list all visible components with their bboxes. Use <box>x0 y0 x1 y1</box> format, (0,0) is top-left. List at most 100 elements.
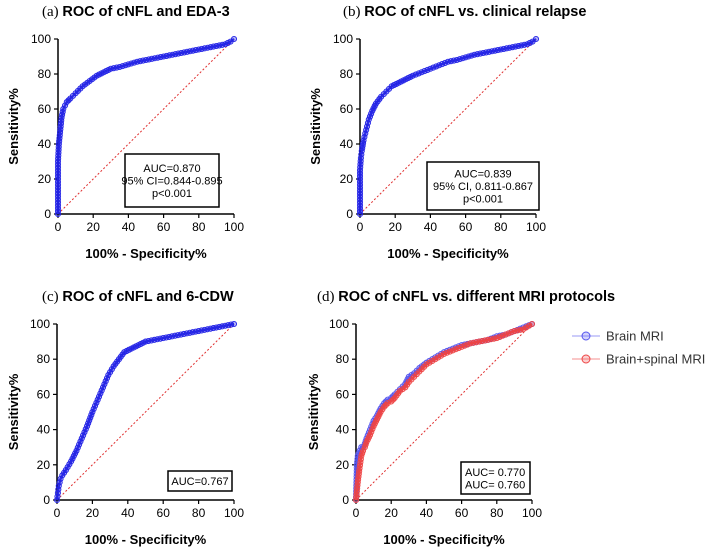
x-tick-label: 80 <box>494 220 508 234</box>
annotation-frame <box>167 470 233 492</box>
data-point <box>526 322 533 329</box>
annotation-line: 95% CI=0.844-0.895 <box>121 176 222 188</box>
series-cnfl <box>54 35 238 218</box>
data-point <box>438 352 445 359</box>
annotation-frame <box>426 161 540 211</box>
data-point <box>90 405 97 412</box>
y-axis-label: Sensitivity% <box>308 88 323 165</box>
x-axis-label: 100% - Specificity% <box>85 532 207 547</box>
legend-label: Brain MRI <box>606 329 664 344</box>
data-point <box>81 429 88 436</box>
x-axis-label: 100% - Specificity% <box>383 532 505 547</box>
data-point <box>80 432 87 439</box>
y-tick-label: 0 <box>346 207 353 221</box>
annotation-line: p<0.001 <box>463 194 503 206</box>
reference-diagonal <box>56 323 235 501</box>
data-point <box>520 326 527 333</box>
y-tick-label: 0 <box>43 493 50 507</box>
x-tick-label: 100 <box>526 220 546 234</box>
legend-label: Brain+spinal MRI <box>606 352 705 367</box>
panel-title: (b) ROC of cNFL vs. clinical relapse <box>343 4 586 20</box>
x-tick-label: 60 <box>455 506 469 520</box>
y-tick-label: 60 <box>340 102 354 116</box>
annotation-line: AUC=0.870 <box>143 163 200 175</box>
x-tick-label: 40 <box>420 506 434 520</box>
data-point <box>98 387 105 394</box>
data-point <box>77 438 84 445</box>
x-axis-label: 100% - Specificity% <box>387 246 509 261</box>
reference-diagonal <box>57 38 235 215</box>
legend-marker <box>581 331 591 341</box>
annotation-line: 95% CI, 0.811-0.867 <box>433 181 533 193</box>
y-axis-label: Sensitivity% <box>6 88 21 165</box>
y-tick-label: 0 <box>44 207 51 221</box>
data-point <box>523 324 530 331</box>
y-tick-label: 40 <box>37 423 51 437</box>
legend-item: Brain+spinal MRI <box>572 352 705 367</box>
x-tick-label: 0 <box>54 506 61 520</box>
data-point <box>76 441 83 448</box>
panel-title-prefix: (a) <box>42 4 62 20</box>
panel-title-prefix: (b) <box>343 4 364 20</box>
data-point <box>230 35 238 43</box>
x-tick-label: 20 <box>389 220 403 234</box>
x-tick-label: 100 <box>224 506 244 520</box>
y-tick-label: 20 <box>340 172 354 186</box>
y-tick-label: 40 <box>38 137 52 151</box>
data-point <box>97 390 104 397</box>
y-tick-label: 80 <box>340 67 354 81</box>
x-tick-label: 60 <box>157 506 171 520</box>
panel-title-prefix: (d) <box>317 289 338 305</box>
annotation-line: p<0.001 <box>152 188 192 200</box>
data-point <box>99 384 107 391</box>
panel-a: (a) ROC of cNFL and EDA-3 0 20 40 60 80 100 0 20… <box>6 4 244 261</box>
reference-diagonal <box>359 38 537 215</box>
y-tick-label: 60 <box>37 387 51 401</box>
series-brain-spinal-mri <box>352 320 536 504</box>
data-point <box>78 435 85 442</box>
panel-title: (a) ROC of cNFL and EDA-3 <box>42 4 230 20</box>
y-tick-label: 40 <box>340 137 354 151</box>
data-point <box>102 378 109 385</box>
panel-title: (c) ROC of cNFL and 6-CDW <box>42 289 234 305</box>
panel-title-text: ROC of cNFL vs. clinical relapse <box>364 4 586 20</box>
y-axis-label: Sensitivity% <box>306 373 321 450</box>
annotation-line: AUC=0.839 <box>454 169 511 181</box>
x-tick-label: 40 <box>121 506 135 520</box>
y-tick-label: 100 <box>333 32 353 46</box>
y-tick-label: 0 <box>342 493 349 507</box>
panel-b: (b) ROC of cNFL vs. clinical relapse 0 20 4… <box>308 4 586 261</box>
x-tick-label: 80 <box>192 506 206 520</box>
x-tick-label: 20 <box>86 506 100 520</box>
y-tick-label: 40 <box>336 423 350 437</box>
data-point <box>82 426 89 433</box>
data-point <box>89 408 96 416</box>
x-tick-label: 60 <box>459 220 473 234</box>
y-tick-label: 20 <box>38 172 52 186</box>
roc-curve-line <box>55 322 235 501</box>
series-cnfl <box>53 320 238 504</box>
x-tick-label: 0 <box>55 220 62 234</box>
y-tick-label: 80 <box>38 67 52 81</box>
x-tick-label: 0 <box>357 220 364 234</box>
panel-title-text: ROC of cNFL and EDA-3 <box>62 4 229 20</box>
y-tick-label: 80 <box>336 352 350 366</box>
data-point <box>73 447 80 454</box>
y-tick-label: 100 <box>31 32 51 46</box>
series-cnfl <box>356 35 540 218</box>
x-axis-label: 100% - Specificity% <box>85 246 207 261</box>
legend-item: Brain MRI <box>572 329 664 344</box>
data-point <box>74 444 81 451</box>
x-tick-label: 20 <box>385 506 399 520</box>
data-point <box>101 381 108 388</box>
annotation-line: AUC= 0.760 <box>465 479 525 491</box>
legend: Brain MRI Brain+spinal MRI <box>572 329 705 367</box>
x-tick-label: 80 <box>490 506 504 520</box>
y-tick-label: 60 <box>336 387 350 401</box>
panel-title-prefix: (c) <box>42 289 62 305</box>
y-tick-label: 20 <box>37 458 51 472</box>
